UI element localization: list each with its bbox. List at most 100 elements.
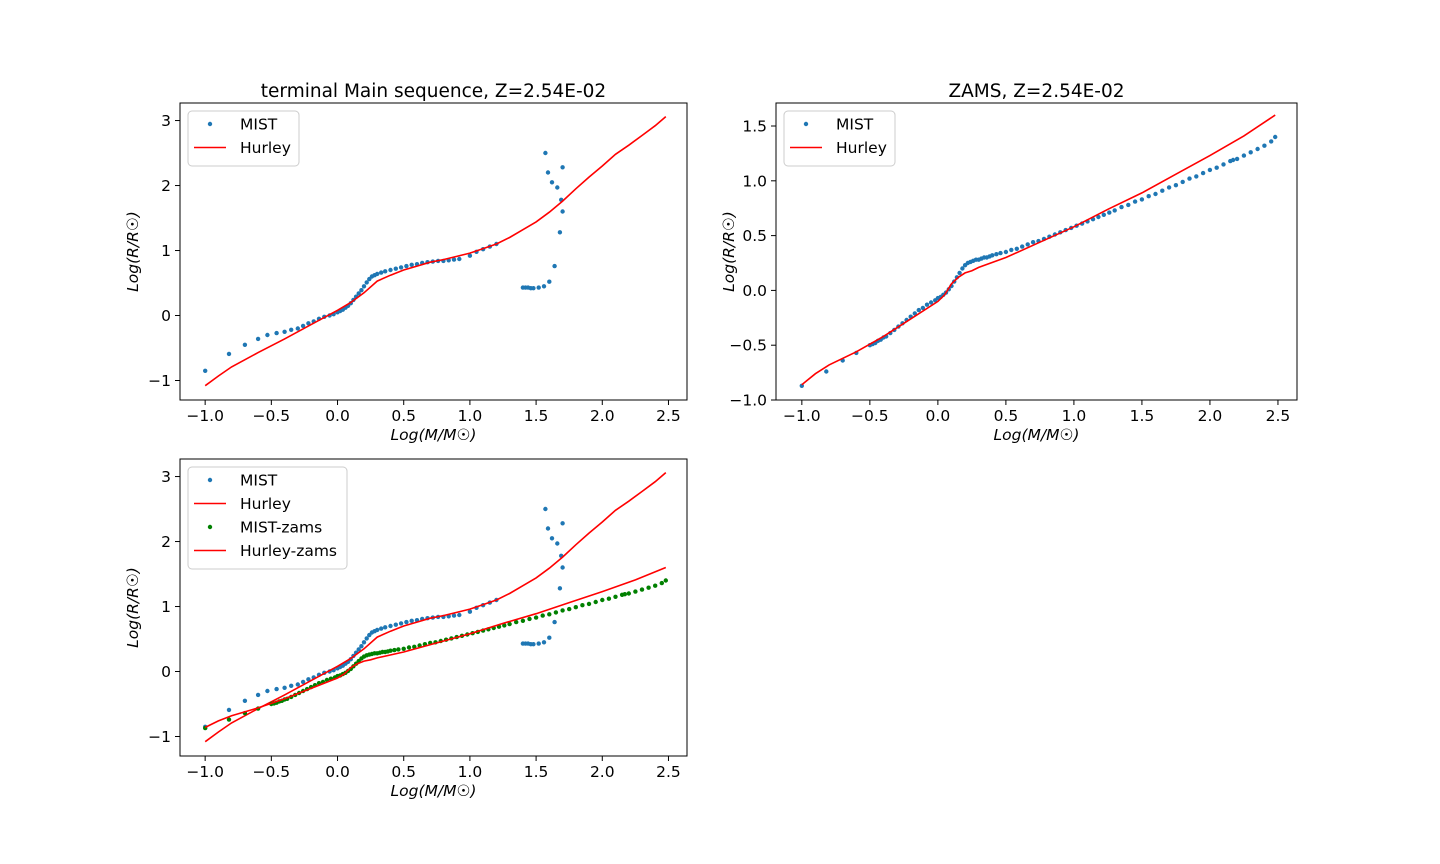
data-point (626, 591, 631, 596)
data-point (527, 616, 532, 622)
data-point (567, 606, 572, 612)
data-point (1273, 134, 1278, 140)
data-point (549, 536, 555, 541)
legend-label: Hurley (240, 139, 291, 157)
x-tick-label: −1.0 (186, 407, 224, 425)
data-point (1025, 242, 1030, 247)
legend-label: Hurley (240, 495, 291, 513)
data-point (560, 165, 565, 170)
x-tick-label: −1.0 (186, 763, 224, 781)
y-tick-label: 3 (161, 468, 171, 486)
data-point (404, 619, 409, 625)
data-point (364, 280, 369, 285)
data-point (536, 285, 541, 290)
data-point (398, 621, 404, 626)
data-point (1187, 176, 1192, 181)
data-point (359, 288, 364, 293)
data-point (541, 640, 547, 645)
data-point (560, 608, 565, 613)
y-tick-label: −1.0 (729, 392, 767, 410)
data-point (265, 332, 270, 338)
x-tick-label: 1.0 (458, 407, 483, 425)
data-point (1112, 208, 1117, 213)
data-point (613, 594, 618, 599)
chart-tams: terminal Main sequence, Z=2.54E-02 −1.0−… (124, 81, 688, 444)
data-point (1003, 249, 1009, 255)
x-tick-label: 2.0 (590, 407, 615, 425)
data-point (557, 230, 563, 235)
data-point (295, 326, 300, 331)
data-point (289, 683, 294, 688)
x-tick-label: 1.5 (1130, 407, 1155, 425)
plot-frame (775, 102, 1298, 401)
x-tick-label: −1.0 (783, 407, 821, 425)
legend-box (187, 110, 300, 167)
y-axis-label: Log(R/R☉) (124, 567, 142, 648)
x-tick-label: 0.5 (391, 407, 416, 425)
x-tick-label: 1.0 (1062, 407, 1087, 425)
data-point (226, 717, 232, 722)
y-tick-label: 1 (161, 242, 171, 260)
chart-title: ZAMS, Z=2.54E-02 (948, 81, 1124, 102)
data-point (531, 286, 536, 291)
x-tick-label: −0.5 (253, 763, 291, 781)
data-point (392, 647, 397, 653)
data-point (545, 170, 551, 175)
data-point (306, 677, 311, 682)
data-point (536, 641, 541, 646)
data-point (928, 300, 934, 305)
series-line-hurley-zams (204, 566, 667, 729)
x-tick-label: 1.5 (524, 407, 549, 425)
data-point (388, 623, 393, 629)
data-point (555, 185, 560, 190)
plot-frame (179, 102, 688, 401)
data-point (388, 648, 393, 653)
legend-label: MIST (240, 472, 278, 490)
data-point (593, 599, 598, 605)
data-point (406, 645, 412, 650)
data-point (924, 302, 930, 307)
data-point (1139, 197, 1145, 202)
data-point (1221, 162, 1226, 167)
data-point (300, 679, 306, 685)
data-point (265, 688, 270, 694)
y-tick-label: 3 (161, 112, 171, 130)
legend-label: MIST (836, 116, 874, 134)
data-point (1234, 156, 1240, 162)
data-point (531, 642, 536, 647)
y-axis-label: Log(R/R☉) (124, 211, 142, 292)
data-point (600, 597, 605, 603)
data-point (547, 635, 552, 640)
data-point (560, 565, 565, 570)
data-point (549, 180, 555, 185)
data-point (659, 580, 664, 586)
data-point (990, 253, 995, 258)
legend-box (783, 110, 896, 167)
data-point (560, 521, 565, 526)
x-tick-label: 2.5 (656, 407, 681, 425)
legend-label: Hurley-zams (240, 542, 337, 560)
data-point (1248, 150, 1253, 155)
data-point (547, 612, 552, 617)
data-point (289, 327, 294, 332)
data-point (1153, 191, 1158, 197)
legend-box (187, 466, 348, 570)
data-point (639, 587, 645, 592)
data-point (912, 311, 917, 316)
legend-label: MIST-zams (240, 519, 322, 537)
data-point (553, 610, 559, 615)
y-tick-label: 2 (161, 533, 171, 551)
x-axis-label: Log(M/M☉) (391, 782, 477, 800)
data-point (1030, 240, 1036, 245)
data-point (606, 596, 612, 601)
data-point (242, 698, 248, 703)
data-point (379, 270, 384, 275)
x-tick-label: 0.0 (325, 407, 350, 425)
data-point (1180, 179, 1185, 185)
y-tick-label: 0 (161, 307, 171, 325)
data-point (375, 271, 380, 277)
data-point (552, 263, 557, 269)
data-point (663, 578, 668, 583)
series-line-hurley (801, 114, 1276, 386)
data-point (555, 541, 560, 546)
